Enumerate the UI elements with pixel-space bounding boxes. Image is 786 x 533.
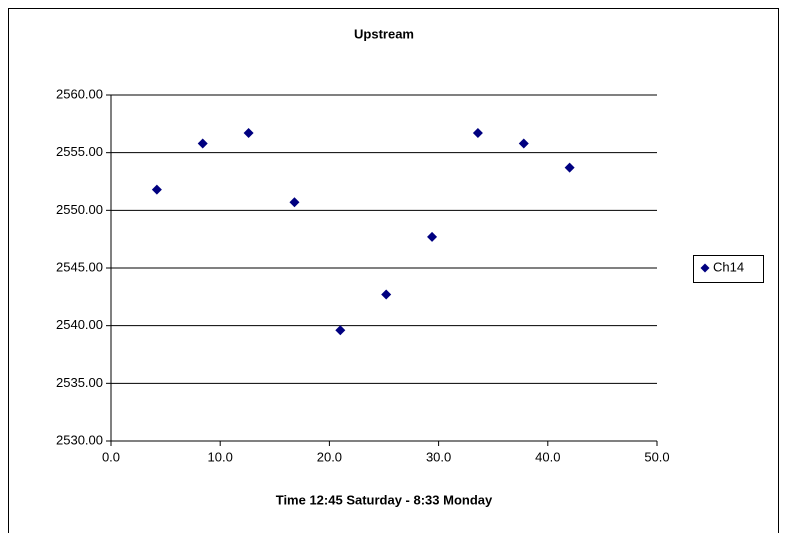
chart-border bbox=[8, 8, 779, 533]
y-tick-label: 2540.00 bbox=[56, 317, 103, 332]
x-axis-label: Time 12:45 Saturday - 8:33 Monday bbox=[276, 492, 493, 507]
chart-title: Upstream bbox=[354, 26, 414, 41]
point bbox=[427, 231, 438, 242]
y-tick-label: 2560.00 bbox=[56, 86, 103, 101]
y-tick-label: 2545.00 bbox=[56, 259, 103, 274]
point bbox=[243, 128, 254, 139]
point bbox=[335, 325, 346, 336]
legend-marker bbox=[700, 263, 710, 273]
legend-label: Ch14 bbox=[713, 259, 744, 274]
point bbox=[381, 289, 392, 300]
y-tick-label: 2550.00 bbox=[56, 202, 103, 217]
point bbox=[472, 128, 483, 139]
x-tick-label: 30.0 bbox=[426, 449, 451, 464]
x-tick-label: 50.0 bbox=[644, 449, 669, 464]
y-tick-label: 2535.00 bbox=[56, 375, 103, 390]
y-tick-label: 2530.00 bbox=[56, 432, 103, 447]
point bbox=[564, 162, 575, 173]
y-tick-label: 2555.00 bbox=[56, 144, 103, 159]
x-tick-label: 0.0 bbox=[102, 449, 120, 464]
point bbox=[518, 138, 529, 149]
x-tick-label: 20.0 bbox=[317, 449, 342, 464]
point bbox=[289, 197, 300, 208]
x-tick-label: 10.0 bbox=[208, 449, 233, 464]
x-tick-label: 40.0 bbox=[535, 449, 560, 464]
point bbox=[151, 184, 162, 195]
point bbox=[197, 138, 208, 149]
